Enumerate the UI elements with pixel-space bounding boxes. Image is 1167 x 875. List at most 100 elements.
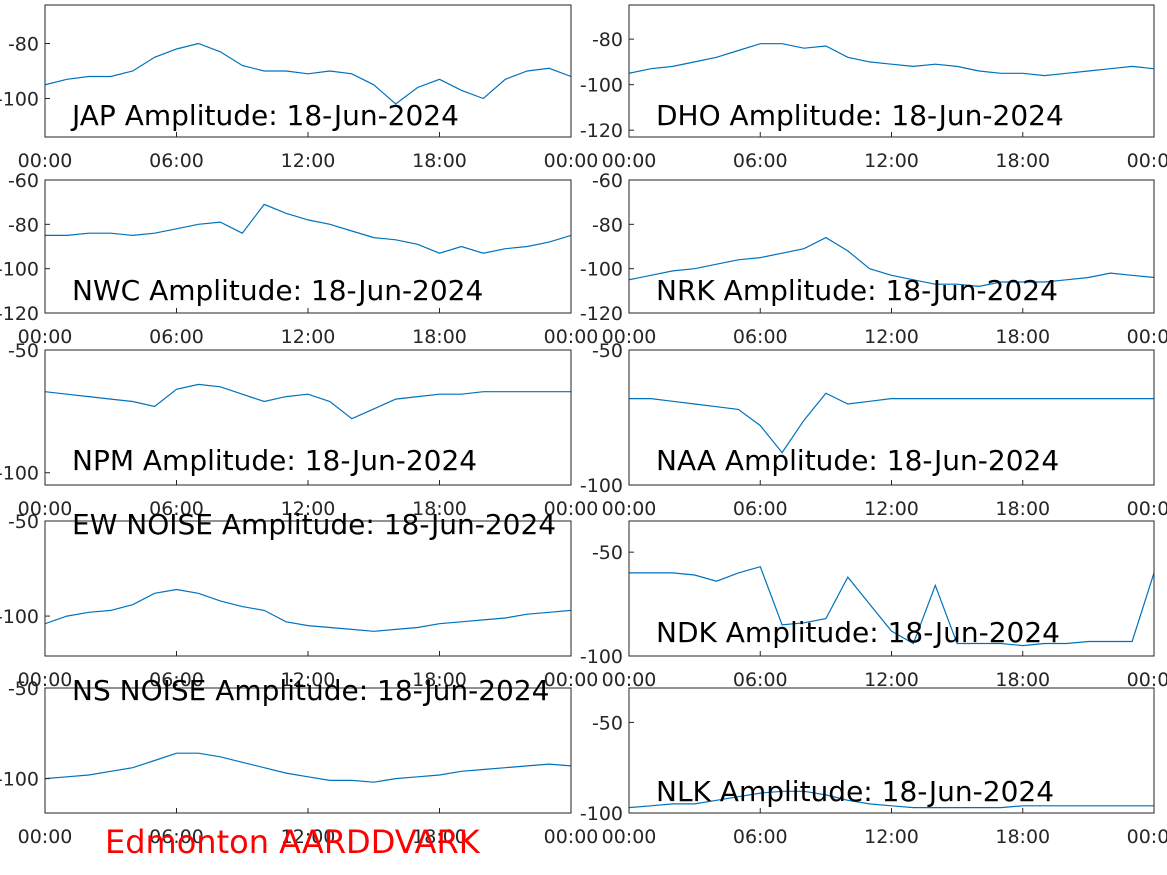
y-tick-label: -50 — [592, 542, 623, 564]
chart-title: NAA Amplitude: 18-Jun-2024 — [656, 444, 1059, 477]
x-tick-label: 00:00 — [544, 669, 599, 691]
x-tick-label: 00:00 — [544, 150, 599, 172]
x-tick-label: 18:00 — [412, 326, 467, 348]
y-tick-label: -80 — [8, 214, 39, 236]
x-tick-label: 00:00 — [602, 326, 657, 348]
x-tick-label: 06:00 — [733, 326, 788, 348]
y-tick-label: -100 — [580, 75, 623, 97]
y-tick-label: -60 — [8, 170, 39, 192]
x-tick-label: 00:00 — [1127, 326, 1167, 348]
y-tick-label: -100 — [0, 89, 39, 111]
x-tick-label: 00:00 — [602, 826, 657, 848]
x-tick-label: 00:00 — [602, 669, 657, 691]
x-tick-label: 12:00 — [281, 150, 336, 172]
y-tick-label: -100 — [580, 646, 623, 668]
data-line — [629, 392, 1154, 454]
y-tick-label: -100 — [0, 259, 39, 281]
x-tick-label: 06:00 — [149, 150, 204, 172]
plot-area — [629, 180, 1154, 313]
x-tick-label: 06:00 — [733, 669, 788, 691]
x-tick-label: 12:00 — [281, 498, 336, 520]
x-tick-label: 06:00 — [733, 826, 788, 848]
y-tick-label: -100 — [580, 803, 623, 825]
plot-area — [629, 521, 1154, 656]
chart-title: EW NOISE Amplitude: 18-Jun-2024 — [72, 508, 556, 541]
data-line — [45, 42, 571, 105]
x-tick-label: 12:00 — [281, 669, 336, 691]
x-tick-label: 00:00 — [544, 498, 599, 520]
x-tick-label: 18:00 — [995, 826, 1050, 848]
x-tick-label: 00:00 — [544, 326, 599, 348]
plot-area — [45, 521, 571, 656]
x-tick-label: 00:00 — [544, 826, 599, 848]
data-line — [45, 752, 571, 783]
y-tick-label: -100 — [0, 463, 39, 485]
y-tick-label: -50 — [8, 511, 39, 533]
x-tick-label: 00:00 — [1127, 150, 1167, 172]
x-tick-label: 12:00 — [864, 498, 919, 520]
plot-area — [629, 350, 1154, 485]
x-tick-label: 12:00 — [864, 826, 919, 848]
x-tick-label: 06:00 — [149, 826, 204, 848]
x-tick-label: 00:00 — [1127, 826, 1167, 848]
x-tick-label: 06:00 — [733, 498, 788, 520]
x-tick-label: 18:00 — [412, 826, 467, 848]
x-tick-label: 00:00 — [18, 326, 73, 348]
data-line — [629, 43, 1154, 77]
chart-title: NWC Amplitude: 18-Jun-2024 — [72, 274, 483, 307]
x-tick-label: 06:00 — [149, 669, 204, 691]
y-tick-label: -50 — [592, 340, 623, 362]
x-tick-label: 18:00 — [412, 498, 467, 520]
y-tick-label: -120 — [580, 303, 623, 325]
x-tick-label: 00:00 — [1127, 498, 1167, 520]
data-line — [45, 203, 571, 254]
x-tick-label: 00:00 — [602, 498, 657, 520]
x-tick-label: 00:00 — [18, 669, 73, 691]
y-tick-label: -100 — [580, 259, 623, 281]
x-tick-label: 12:00 — [281, 826, 336, 848]
y-tick-label: -120 — [0, 303, 39, 325]
chart-title: DHO Amplitude: 18-Jun-2024 — [656, 99, 1064, 132]
plot-area — [45, 688, 571, 813]
x-tick-label: 12:00 — [864, 669, 919, 691]
y-tick-label: -100 — [580, 475, 623, 497]
x-tick-label: 00:00 — [18, 826, 73, 848]
x-tick-label: 00:00 — [602, 150, 657, 172]
chart-title: NDK Amplitude: 18-Jun-2024 — [656, 616, 1060, 649]
x-tick-label: 18:00 — [412, 669, 467, 691]
x-tick-label: 00:00 — [18, 498, 73, 520]
data-line — [45, 383, 571, 420]
chart-title: NRK Amplitude: 18-Jun-2024 — [656, 274, 1058, 307]
y-tick-label: -50 — [8, 340, 39, 362]
x-tick-label: 12:00 — [864, 326, 919, 348]
y-tick-label: -80 — [592, 214, 623, 236]
x-tick-label: 06:00 — [149, 498, 204, 520]
x-tick-label: 06:00 — [733, 150, 788, 172]
x-tick-label: 00:00 — [1127, 669, 1167, 691]
plot-area — [45, 180, 571, 313]
x-tick-label: 12:00 — [281, 326, 336, 348]
y-tick-label: -50 — [592, 712, 623, 734]
data-line — [629, 236, 1154, 288]
data-line — [629, 565, 1154, 647]
x-tick-label: 12:00 — [864, 150, 919, 172]
y-tick-label: -80 — [592, 29, 623, 51]
data-line — [629, 790, 1154, 809]
y-tick-label: -120 — [580, 120, 623, 142]
footer: Edmonton AARDDVARK — [105, 823, 481, 861]
data-line — [45, 588, 571, 632]
x-tick-label: 18:00 — [995, 326, 1050, 348]
plot-area — [629, 5, 1154, 137]
y-tick-label: -80 — [8, 34, 39, 56]
y-tick-label: -60 — [592, 170, 623, 192]
chart-title: NS NOISE Amplitude: 18-Jun-2024 — [72, 674, 549, 707]
x-tick-label: 18:00 — [995, 498, 1050, 520]
chart-title: NLK Amplitude: 18-Jun-2024 — [656, 775, 1054, 808]
x-tick-label: 00:00 — [18, 150, 73, 172]
plot-area — [629, 688, 1154, 813]
chart-title: JAP Amplitude: 18-Jun-2024 — [70, 99, 459, 132]
y-tick-label: -100 — [0, 606, 39, 628]
plot-area — [45, 350, 571, 485]
x-tick-label: 18:00 — [412, 150, 467, 172]
